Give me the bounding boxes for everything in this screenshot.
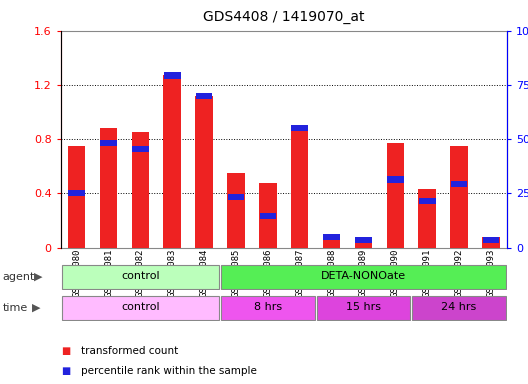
Bar: [195, 96, 213, 248]
Text: time: time: [3, 303, 28, 313]
Bar: [323, 237, 341, 248]
Bar: [100, 128, 117, 248]
Bar: [386, 143, 404, 248]
Bar: [387, 177, 404, 183]
Text: ▶: ▶: [34, 272, 43, 282]
Bar: [291, 128, 308, 248]
Bar: [62, 296, 219, 319]
Bar: [100, 140, 117, 146]
Bar: [317, 296, 410, 319]
Bar: [291, 125, 308, 131]
Text: transformed count: transformed count: [81, 346, 178, 356]
Bar: [132, 146, 149, 152]
Bar: [164, 76, 181, 248]
Text: ■: ■: [61, 366, 70, 376]
Bar: [419, 198, 436, 204]
Text: percentile rank within the sample: percentile rank within the sample: [81, 366, 257, 376]
Text: ■: ■: [61, 346, 70, 356]
Bar: [482, 237, 499, 248]
Bar: [68, 190, 85, 195]
Text: agent: agent: [3, 272, 35, 282]
Bar: [196, 93, 212, 99]
Bar: [323, 234, 340, 240]
Text: ▶: ▶: [32, 303, 40, 313]
Bar: [68, 146, 86, 248]
Bar: [164, 73, 181, 78]
Bar: [62, 265, 219, 289]
Text: 8 hrs: 8 hrs: [254, 302, 282, 312]
Bar: [228, 194, 244, 200]
Text: control: control: [121, 271, 159, 281]
Bar: [131, 132, 149, 248]
Bar: [419, 189, 436, 248]
Bar: [483, 237, 499, 243]
Text: 15 hrs: 15 hrs: [346, 302, 381, 312]
Bar: [450, 146, 468, 248]
Bar: [451, 181, 467, 187]
Text: GDS4408 / 1419070_at: GDS4408 / 1419070_at: [203, 10, 364, 23]
Bar: [260, 214, 276, 220]
Bar: [355, 237, 372, 243]
Text: 24 hrs: 24 hrs: [441, 302, 477, 312]
Bar: [221, 296, 315, 319]
Text: DETA-NONOate: DETA-NONOate: [321, 271, 406, 281]
Bar: [227, 173, 245, 248]
Bar: [221, 265, 506, 289]
Text: control: control: [121, 302, 159, 312]
Bar: [355, 240, 372, 248]
Bar: [412, 296, 506, 319]
Bar: [259, 183, 277, 248]
